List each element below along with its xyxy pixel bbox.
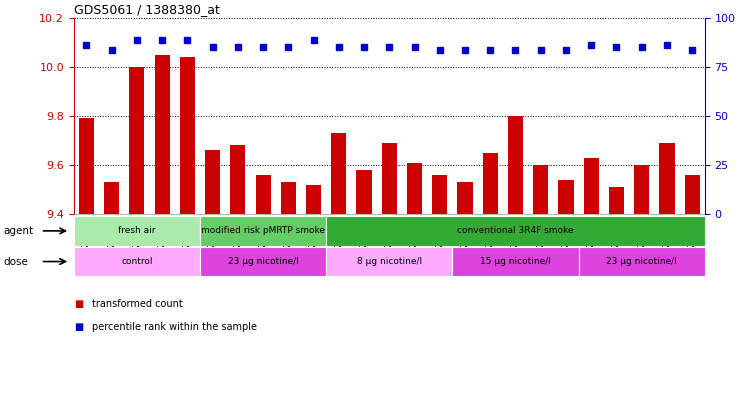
Text: percentile rank within the sample: percentile rank within the sample — [92, 322, 258, 332]
Text: conventional 3R4F smoke: conventional 3R4F smoke — [458, 226, 573, 235]
Text: dose: dose — [4, 257, 29, 266]
Text: 23 μg nicotine/l: 23 μg nicotine/l — [607, 257, 677, 266]
Bar — [533, 165, 548, 214]
Bar — [79, 118, 94, 214]
Bar — [508, 116, 523, 214]
Bar — [326, 216, 705, 246]
Text: 23 μg nicotine/l: 23 μg nicotine/l — [228, 257, 298, 266]
Bar — [432, 175, 447, 214]
Text: modified risk pMRTP smoke: modified risk pMRTP smoke — [201, 226, 325, 235]
Text: GDS5061 / 1388380_at: GDS5061 / 1388380_at — [74, 4, 220, 17]
Bar — [230, 145, 246, 214]
Bar — [584, 158, 599, 214]
Bar — [559, 180, 573, 214]
Text: control: control — [121, 257, 153, 266]
Text: transformed count: transformed count — [92, 299, 183, 309]
Bar — [129, 67, 145, 214]
Bar — [104, 182, 120, 214]
Bar — [634, 165, 649, 214]
Text: agent: agent — [4, 226, 34, 236]
Bar — [280, 182, 296, 214]
Bar — [685, 175, 700, 214]
Bar — [74, 216, 200, 246]
Bar — [200, 247, 326, 276]
Text: 8 μg nicotine/l: 8 μg nicotine/l — [356, 257, 422, 266]
Text: fresh air: fresh air — [118, 226, 156, 235]
Bar — [579, 247, 705, 276]
Bar — [200, 216, 326, 246]
Bar — [659, 143, 675, 214]
Bar — [154, 55, 170, 214]
Bar — [74, 247, 200, 276]
Bar — [483, 153, 498, 214]
Bar — [609, 187, 624, 214]
Bar — [205, 151, 220, 214]
Bar — [331, 133, 346, 214]
Bar — [326, 247, 452, 276]
Text: 15 μg nicotine/l: 15 μg nicotine/l — [480, 257, 551, 266]
Bar — [458, 182, 472, 214]
Bar — [407, 163, 422, 214]
Bar — [255, 175, 271, 214]
Bar — [382, 143, 397, 214]
Bar — [452, 247, 579, 276]
Text: ■: ■ — [74, 322, 83, 332]
Bar — [180, 57, 195, 214]
Bar — [306, 185, 321, 214]
Bar — [356, 170, 372, 214]
Text: ■: ■ — [74, 299, 83, 309]
